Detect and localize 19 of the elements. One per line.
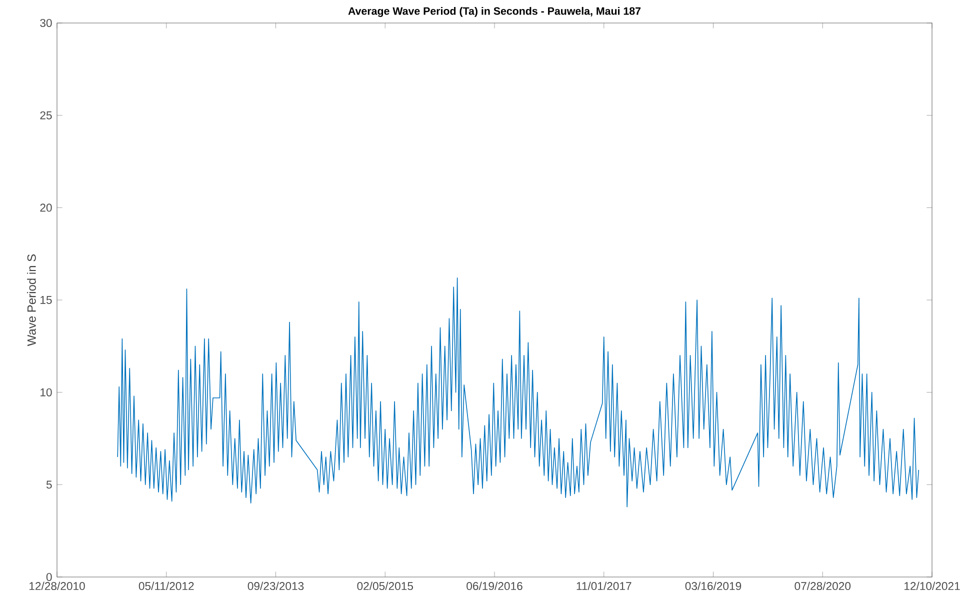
y-tick-label: 25: [40, 111, 52, 120]
x-tick-label: 05/11/2012: [138, 582, 194, 590]
line-series: [117, 277, 920, 508]
x-tick-label: 03/16/2019: [685, 582, 742, 590]
y-axis-title: Wave Period in S: [27, 254, 36, 346]
x-tick-label: 09/23/2013: [248, 582, 304, 590]
y-tick-label: 5: [46, 480, 52, 489]
y-tick-label: 10: [40, 388, 52, 396]
x-tick-label: 06/19/2016: [466, 582, 522, 590]
x-tick-label: 12/10/2021: [904, 582, 960, 590]
y-tick-label: 0: [46, 572, 52, 582]
y-tick-label: 15: [40, 296, 52, 304]
y-tick-label: 20: [40, 204, 52, 212]
x-tick-label: 02/05/2015: [357, 582, 414, 590]
x-tick-label: 11/01/2017: [576, 582, 632, 590]
x-tick-label: 07/28/2020: [794, 582, 851, 590]
x-tick-label: 12/28/2010: [29, 582, 85, 590]
y-tick-label: 30: [40, 18, 52, 28]
chart-title: Average Wave Period (Ta) in Seconds - Pauwela, Maui 187: [348, 6, 641, 17]
